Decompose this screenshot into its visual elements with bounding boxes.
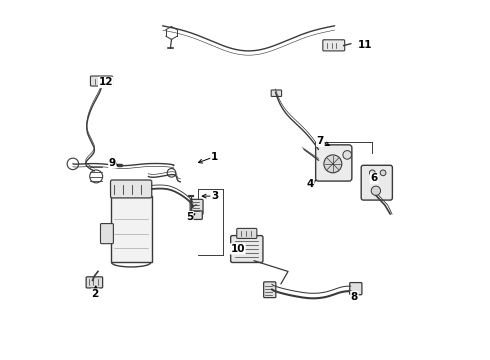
FancyBboxPatch shape <box>323 40 344 51</box>
Text: 12: 12 <box>98 77 113 87</box>
FancyBboxPatch shape <box>191 211 202 220</box>
Text: 2: 2 <box>92 289 98 299</box>
Text: 8: 8 <box>351 292 358 302</box>
FancyBboxPatch shape <box>237 228 257 238</box>
Text: 9: 9 <box>109 158 116 168</box>
Circle shape <box>371 186 381 195</box>
Bar <box>111 196 152 262</box>
FancyBboxPatch shape <box>361 165 392 200</box>
Text: 7: 7 <box>317 136 324 146</box>
Text: 6: 6 <box>370 173 378 183</box>
FancyBboxPatch shape <box>350 283 362 295</box>
FancyBboxPatch shape <box>264 282 276 298</box>
Text: 5: 5 <box>186 212 193 221</box>
FancyBboxPatch shape <box>91 76 113 86</box>
FancyBboxPatch shape <box>271 90 282 96</box>
Circle shape <box>324 155 342 173</box>
FancyBboxPatch shape <box>231 235 263 262</box>
Text: 10: 10 <box>231 244 245 254</box>
FancyBboxPatch shape <box>190 199 203 215</box>
Text: 4: 4 <box>307 179 314 189</box>
Text: 3: 3 <box>211 191 218 201</box>
Circle shape <box>343 150 351 159</box>
Circle shape <box>380 170 386 176</box>
FancyBboxPatch shape <box>86 277 102 288</box>
FancyBboxPatch shape <box>111 180 152 198</box>
Text: 11: 11 <box>358 40 372 50</box>
Circle shape <box>369 170 375 176</box>
FancyBboxPatch shape <box>316 145 352 181</box>
FancyBboxPatch shape <box>100 224 113 244</box>
Text: 1: 1 <box>211 152 218 162</box>
